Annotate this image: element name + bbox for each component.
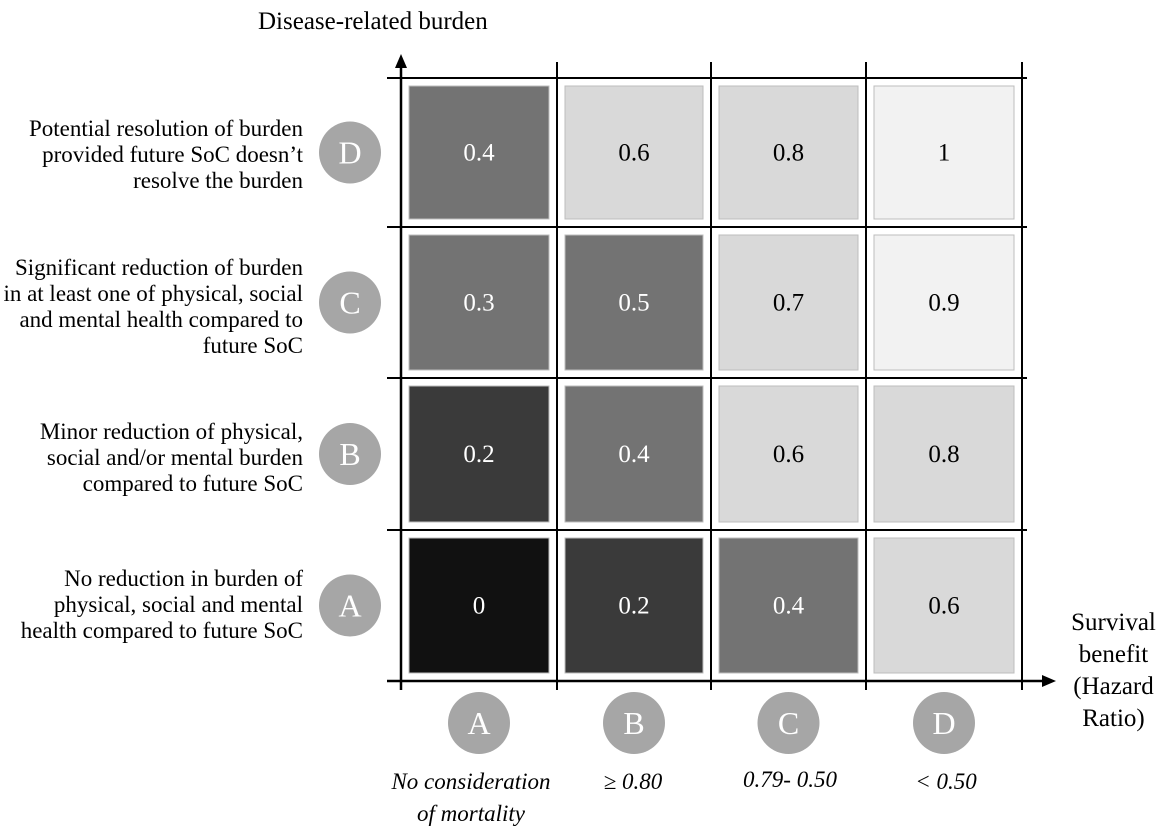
heatmap-cell [408,234,550,371]
cell-value-label: 1 [938,140,951,167]
cell-value-label: 0.8 [773,140,804,167]
cell-value-label: 0.8 [928,441,959,468]
row-badge-letter: B [339,436,360,472]
cell-value-label: 0.4 [618,441,650,468]
row-label-d: Potential resolution of burden provided … [28,116,303,193]
heatmap-cell [718,385,859,523]
y-axis-title: Disease-related burden [258,8,488,35]
heatmap-cell [873,234,1015,371]
column-label-line: of mortality [417,801,525,826]
heatmap-cell [408,537,550,674]
row-badge [319,423,381,485]
column-label-b: ≥ 0.80 [533,766,733,798]
cell-value-label: 0.6 [928,593,959,620]
cell-value-label: 0 [473,593,486,620]
cell-value-label: 0.4 [773,593,805,620]
heatmap-cell [873,85,1015,220]
column-badge-letter: B [623,705,644,741]
heatmap-cell [408,85,550,220]
column-badge [913,692,975,754]
row-badge-letter: D [338,135,361,171]
row-label-a: No reduction in burden of physical, soci… [20,566,303,643]
heatmap-cell [873,537,1015,674]
row-label-b: Minor reduction of physical, social and/… [39,419,303,496]
column-label-line: No consideration [391,769,551,794]
column-label-d: < 0.50 [846,766,1046,798]
cell-value-label: 0.3 [463,290,494,317]
column-badge [603,692,665,754]
cell-value-label: 0.2 [618,593,649,620]
heatmap-cell [564,234,704,371]
x-axis-title-line: Survival [1071,609,1156,636]
row-badge [319,271,381,334]
heatmap-cell [564,385,704,523]
column-badge-letter: C [778,705,799,741]
column-badge [757,692,820,754]
column-badge [448,692,510,754]
cell-value-label: 0.7 [773,290,804,317]
cell-value-label: 0.6 [773,441,804,468]
x-axis-arrow [1042,675,1056,687]
row-badge-letter: C [339,285,360,321]
heatmap-cell [564,85,704,220]
heatmap-cell [718,537,859,674]
column-badge-letter: A [467,705,490,741]
column-label-line: < 0.50 [915,769,977,794]
column-badge-letter: D [932,705,955,741]
row-badge-letter: A [338,588,361,624]
heatmap-cell [718,234,859,371]
x-axis-title-line: Ratio) [1082,705,1145,732]
column-label-line: ≥ 0.80 [603,769,663,794]
heatmap-cell [718,85,859,220]
row-label-c: Significant reduction of burden in at le… [3,255,303,358]
column-label-c: 0.79- 0.50 [690,764,890,796]
y-axis-arrow [395,54,407,68]
cell-value-label: 0.6 [618,140,649,167]
heatmap-cell [564,537,704,674]
x-axis-title-line: (Hazard [1073,673,1154,700]
x-axis-title: Survival benefit (Hazard Ratio) [1058,607,1169,735]
cell-value-label: 0.2 [463,441,494,468]
x-axis-title-line: benefit [1078,641,1149,668]
row-badge [319,574,381,637]
column-label-line: 0.79- 0.50 [743,767,837,792]
column-label-a: No consideration of mortality [371,766,571,830]
row-badge [319,121,381,184]
cell-value-label: 0.5 [618,290,649,317]
cell-value-label: 0.9 [928,290,959,317]
heatmap-cell [408,385,550,523]
heatmap-cell [873,385,1015,523]
cell-value-label: 0.4 [463,140,495,167]
